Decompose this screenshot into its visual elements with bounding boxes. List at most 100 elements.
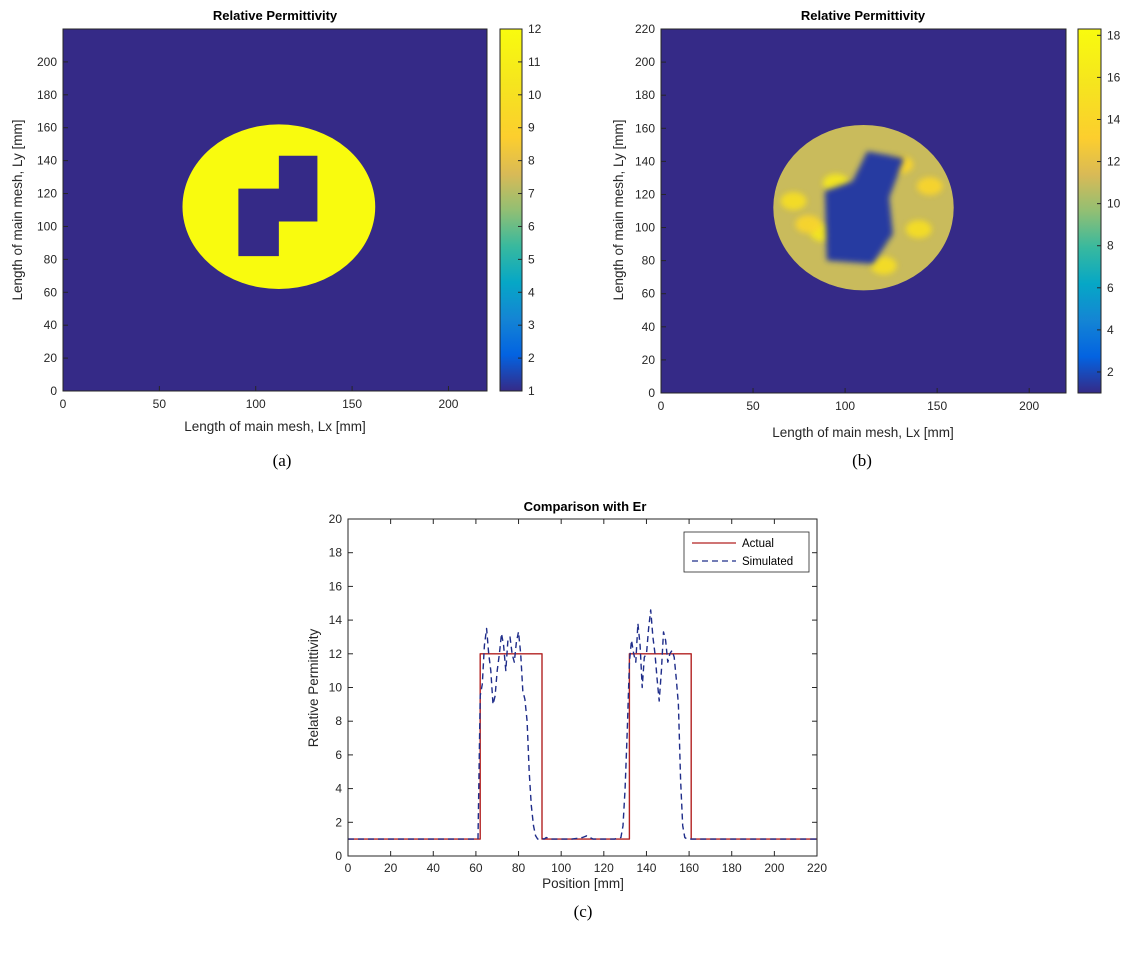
- x-tick-label: 150: [927, 399, 947, 413]
- x-tick-label: 0: [658, 399, 665, 413]
- panel-a-x-ticks: 0 50 100 150 200: [60, 386, 459, 411]
- y-tick-label: 0: [50, 384, 57, 398]
- panel-c-x-ticks: 0 20 40 60 80 100 120 140 160 180 200 220: [345, 519, 827, 875]
- panel-c: Comparison with Er 0 20 40 60 80 100 120 140 160…: [306, 499, 827, 921]
- colorbar-tick-label: 5: [528, 252, 535, 266]
- x-tick-label: 0: [60, 397, 67, 411]
- colorbar-tick-label: 9: [528, 121, 535, 135]
- colorbar-tick-label: 4: [1107, 323, 1114, 337]
- y-tick-label: 6: [335, 748, 342, 762]
- colorbar-tick-label: 4: [528, 285, 535, 299]
- colorbar-tick-label: 8: [1107, 239, 1114, 253]
- y-tick-label: 220: [635, 22, 655, 36]
- y-tick-label: 100: [635, 221, 655, 235]
- cutout-region: [238, 155, 318, 257]
- series-line-simulated: [348, 609, 817, 840]
- y-tick-label: 40: [44, 318, 58, 332]
- panel-a-y-label: Length of main mesh, Ly [mm]: [10, 119, 25, 300]
- panel-c-caption: (c): [574, 902, 593, 921]
- y-tick-label: 12: [329, 647, 343, 661]
- panel-c-title: Comparison with Er: [524, 499, 647, 514]
- panel-b-y-ticks: 0 20 40 60 80 100 120 140 160 180 200 220: [635, 22, 666, 400]
- y-tick-label: 0: [335, 849, 342, 863]
- panel-b-y-label: Length of main mesh, Ly [mm]: [611, 119, 626, 300]
- y-tick-label: 18: [329, 546, 343, 560]
- colorbar-tick-label: 10: [528, 88, 542, 102]
- panel-c-y-label: Relative Permittivity: [306, 628, 321, 747]
- x-tick-label: 100: [246, 397, 266, 411]
- x-tick-label: 50: [153, 397, 167, 411]
- panel-b-colorbar-ticks: 2 4 6 8 10 12 14 16 18: [1097, 28, 1121, 379]
- y-tick-label: 180: [37, 88, 57, 102]
- colorbar-tick-label: 18: [1107, 28, 1121, 42]
- hotspot: [795, 215, 822, 234]
- x-tick-label: 140: [636, 861, 656, 875]
- y-tick-label: 80: [642, 254, 656, 268]
- y-tick-label: 2: [335, 815, 342, 829]
- colorbar-tick-label: 14: [1107, 112, 1121, 126]
- y-tick-label: 120: [37, 187, 57, 201]
- panel-c-axes-box: [347, 518, 818, 857]
- panel-b: Relative Permittivity 0 50 100 150 200 02040…: [611, 8, 1121, 470]
- hotspot: [905, 220, 932, 239]
- x-tick-label: 80: [512, 861, 526, 875]
- colorbar-tick-label: 12: [528, 22, 542, 36]
- legend-label-simulated: Simulated: [742, 556, 793, 568]
- colorbar-tick-label: 12: [1107, 155, 1121, 169]
- y-tick-label: 140: [37, 154, 57, 168]
- colorbar-tick-label: 7: [528, 187, 535, 201]
- y-tick-label: 160: [37, 121, 57, 135]
- x-tick-label: 100: [551, 861, 571, 875]
- colorbar-tick-label: 2: [528, 351, 535, 365]
- x-tick-label: 220: [807, 861, 827, 875]
- x-tick-label: 200: [438, 397, 458, 411]
- cutout-region: [824, 151, 904, 264]
- panel-b-title: Relative Permittivity: [801, 8, 926, 23]
- panel-a-heatmap: [63, 29, 487, 391]
- colorbar-tick-label: 3: [528, 318, 535, 332]
- hotspot: [916, 177, 943, 196]
- y-tick-label: 200: [37, 55, 57, 69]
- legend-box: [683, 531, 810, 573]
- panel-c-axes-bg: [348, 519, 817, 856]
- y-tick-label: 120: [635, 187, 655, 201]
- hotspot: [780, 192, 807, 211]
- panel-a-x-label: Length of main mesh, Lx [mm]: [184, 419, 366, 434]
- panel-a-y-ticks: 0 20 40 60 80 100 120 140 160 180 200: [37, 55, 68, 398]
- hotspot: [870, 256, 897, 275]
- colorbar-tick-label: 16: [1107, 70, 1121, 84]
- panel-a-caption: (a): [273, 451, 292, 470]
- colorbar-tick-label: 11: [528, 55, 541, 69]
- colorbar-tick-label: 8: [528, 154, 535, 168]
- y-tick-label: 60: [44, 285, 58, 299]
- y-tick-label: 180: [635, 88, 655, 102]
- colorbar-tick-label: 6: [1107, 281, 1114, 295]
- panel-a-axes-box: [62, 28, 488, 392]
- panel-a-colorbar: [499, 28, 523, 392]
- legend-label-actual: Actual: [742, 538, 774, 550]
- y-tick-label: 140: [635, 154, 655, 168]
- y-tick-label: 16: [329, 579, 343, 593]
- colorbar-tick-label: 1: [528, 384, 535, 398]
- x-tick-label: 100: [835, 399, 855, 413]
- colorbar-tick-label: 2: [1107, 365, 1114, 379]
- colorbar-tick-label: 6: [528, 219, 535, 233]
- panel-b-heatmap: [661, 29, 1066, 393]
- panel-c-legend: Actual Simulated: [683, 531, 810, 573]
- panel-b-caption: (b): [852, 451, 872, 470]
- y-tick-label: 160: [635, 121, 655, 135]
- y-tick-label: 100: [37, 219, 57, 233]
- x-tick-label: 50: [746, 399, 760, 413]
- y-tick-label: 10: [329, 681, 343, 695]
- x-tick-label: 200: [764, 861, 784, 875]
- panel-b-axes-box: [660, 28, 1067, 394]
- y-tick-label: 60: [642, 287, 656, 301]
- y-tick-label: 20: [642, 353, 656, 367]
- panel-a: Relative Permittivity 0 50 100 150 200 02040…: [10, 8, 542, 470]
- y-tick-label: 4: [335, 782, 342, 796]
- x-tick-label: 200: [1019, 399, 1039, 413]
- y-tick-label: 80: [44, 252, 58, 266]
- x-tick-label: 0: [345, 861, 352, 875]
- panel-b-colorbar: [1077, 28, 1102, 394]
